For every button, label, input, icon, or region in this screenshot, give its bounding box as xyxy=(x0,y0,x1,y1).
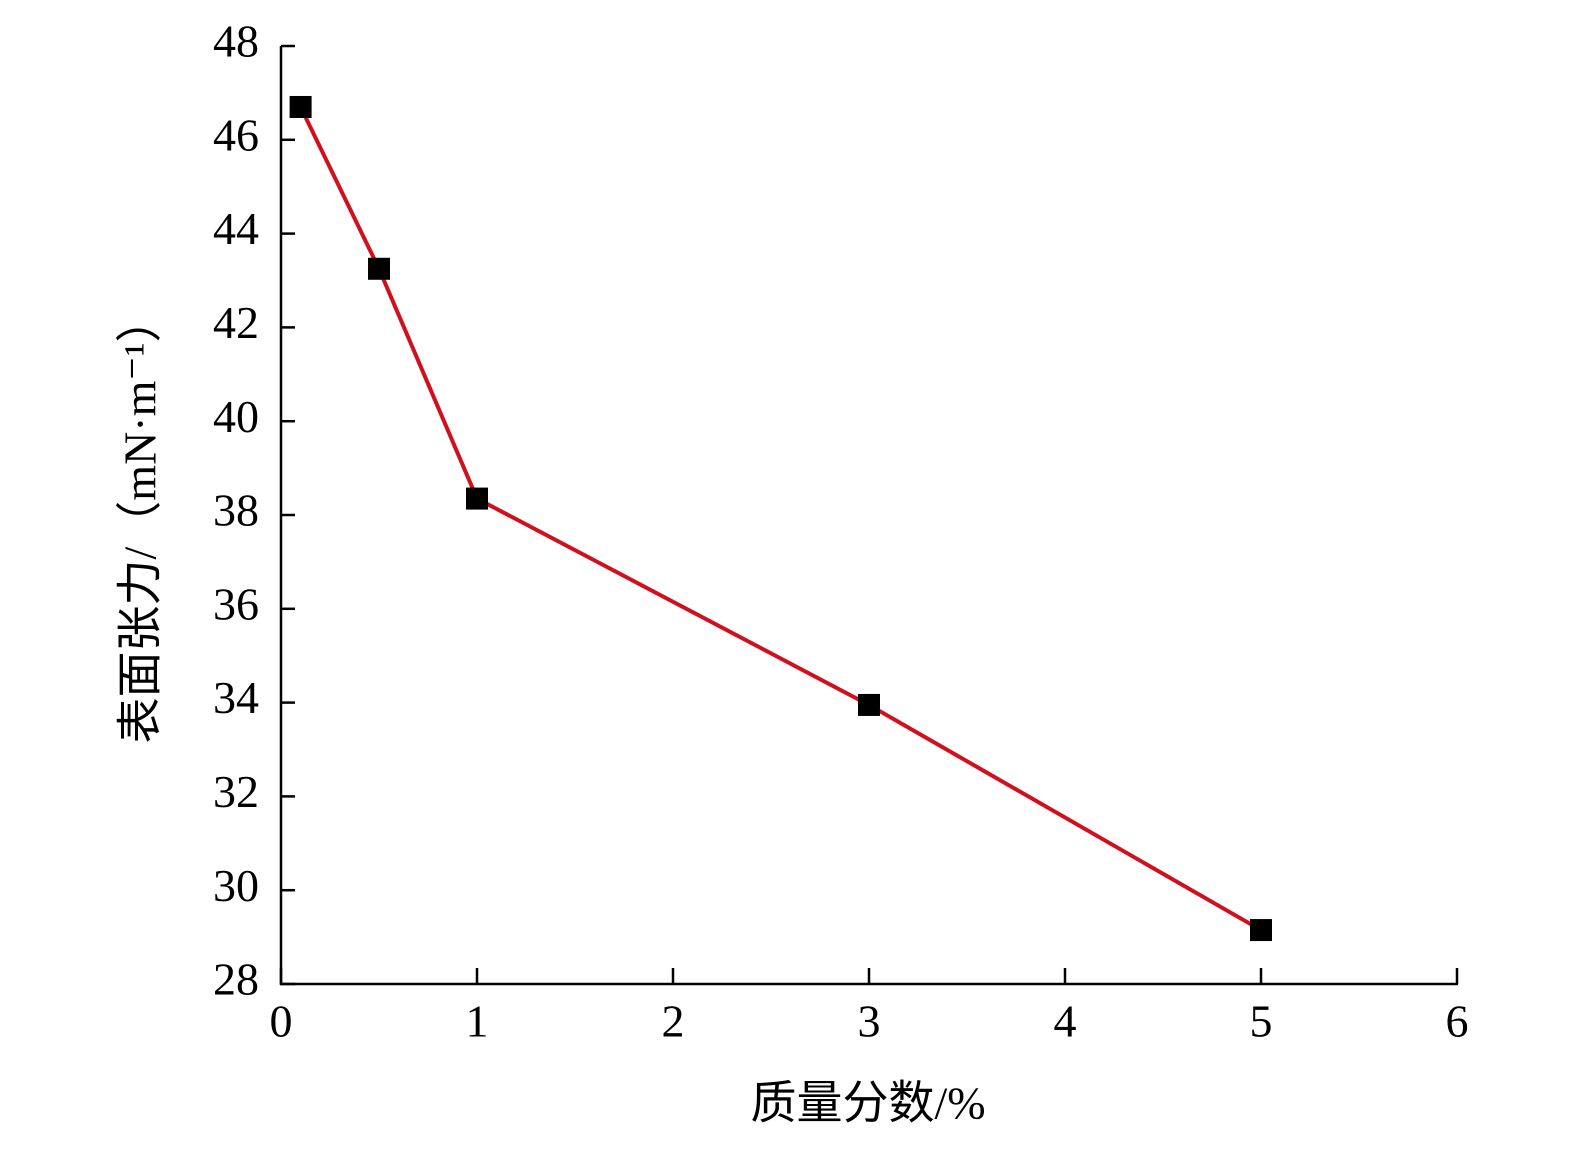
y-tick-label: 30 xyxy=(213,860,259,911)
y-tick-label: 40 xyxy=(213,391,259,442)
y-tick-label: 46 xyxy=(213,109,259,160)
y-tick-label: 44 xyxy=(213,203,259,254)
x-tick-label: 5 xyxy=(1250,996,1273,1047)
series-line xyxy=(298,106,1262,932)
y-tick-label: 48 xyxy=(213,16,259,67)
y-tick-label: 36 xyxy=(213,578,259,629)
marker xyxy=(1250,919,1272,942)
x-tick-label: 0 xyxy=(270,996,293,1047)
y-tick-label: 32 xyxy=(213,766,259,817)
x-tick-label: 1 xyxy=(466,996,489,1047)
marker xyxy=(289,95,312,118)
marker xyxy=(858,693,880,716)
y-tick-label: 34 xyxy=(213,672,259,723)
y-tick-label: 42 xyxy=(213,297,259,348)
y-axis-title: 表面张力/（mN·m⁻¹） xyxy=(115,297,166,744)
x-tick-label: 2 xyxy=(662,996,685,1047)
marker xyxy=(368,257,390,280)
x-axis-title: 质量分数/% xyxy=(750,1078,985,1129)
y-tick-label: 38 xyxy=(213,485,259,536)
x-tick-label: 4 xyxy=(1054,996,1077,1047)
marker xyxy=(466,487,488,510)
y-tick-label: 28 xyxy=(213,954,259,1005)
x-tick-label: 6 xyxy=(1446,996,1469,1047)
x-tick-label: 3 xyxy=(858,996,881,1047)
